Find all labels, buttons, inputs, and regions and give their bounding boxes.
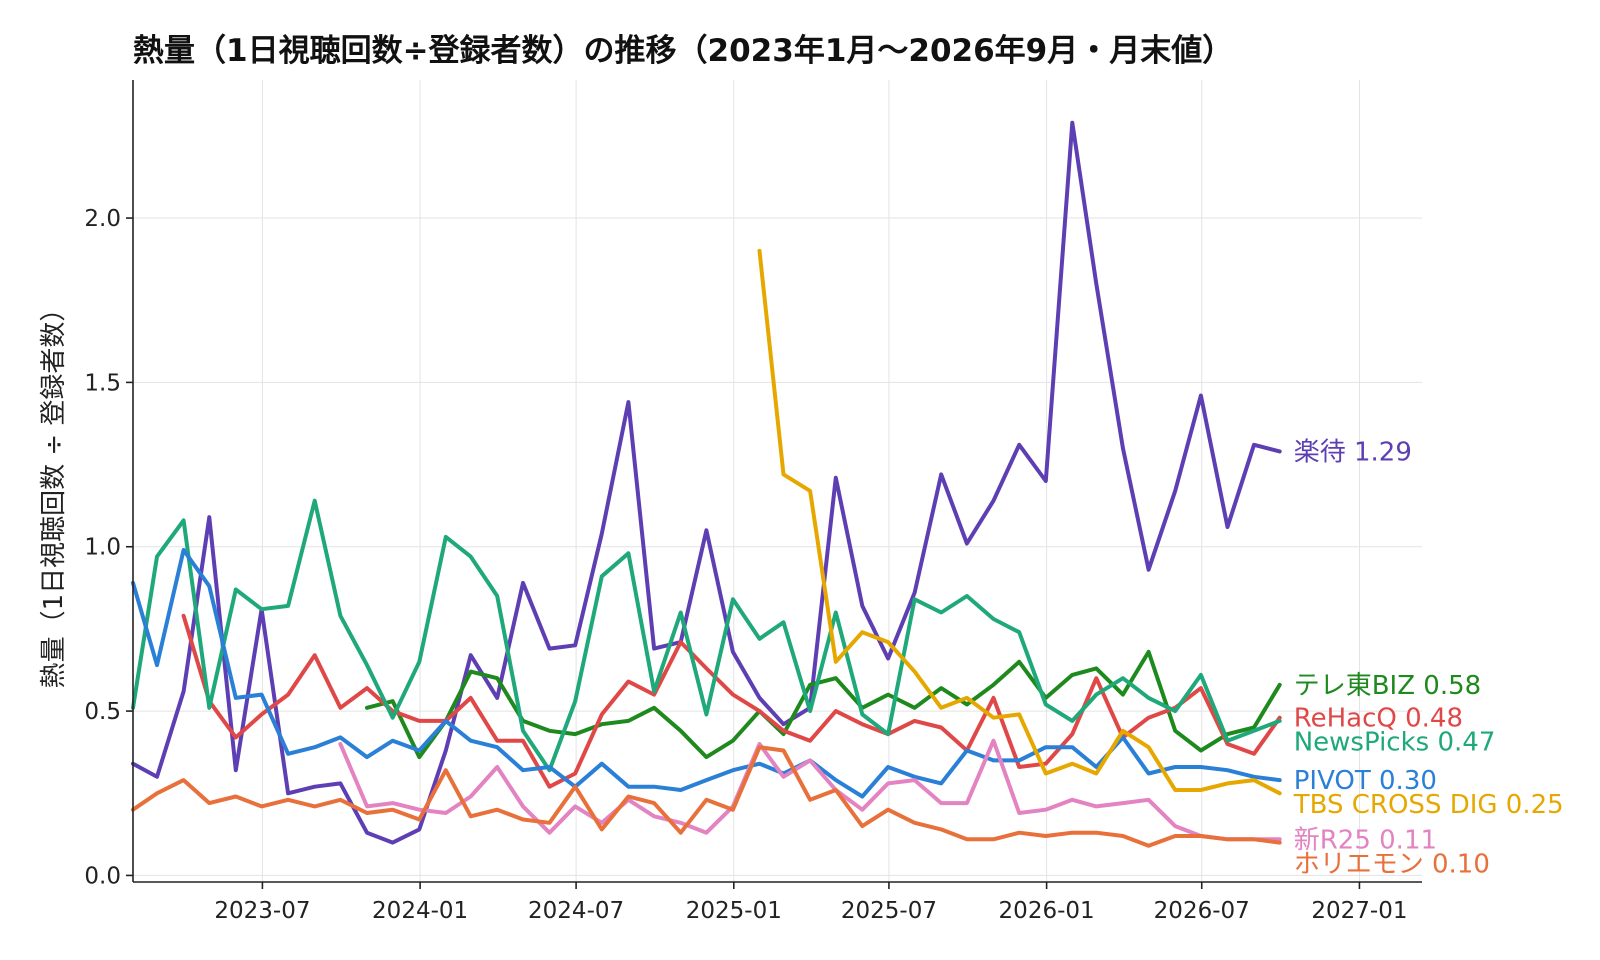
- series-line-4: [131, 548, 1282, 799]
- y-tick-label-1: 0.5: [84, 699, 121, 725]
- x-tick-label-1: 2024-01: [372, 898, 468, 924]
- series-end-label-2: ReHacQ 0.48: [1294, 704, 1463, 734]
- x-tick-label-7: 2027-01: [1311, 898, 1407, 924]
- series-line-7: [131, 745, 1282, 848]
- x-tick-labels: 2023-07 2024-01 2024-07 2025-01 2025-07 2026-…: [214, 882, 1407, 924]
- x-tick-label-0: 2023-07: [214, 898, 310, 924]
- x-tick-label-3: 2025-01: [686, 898, 782, 924]
- series-end-label-1: テレ東BIZ 0.58: [1294, 671, 1481, 701]
- chart-title: 熱量（1日視聴回数÷登録者数）の推移（2023年1月～2026年9月・月末値）: [133, 33, 1233, 69]
- x-tick-label-2: 2024-07: [528, 898, 624, 924]
- series-lines: [131, 120, 1282, 848]
- series-end-label-3: NewsPicks 0.47: [1294, 728, 1496, 758]
- axes: [132, 80, 1422, 883]
- series-line-6: [338, 738, 1282, 842]
- x-tick-label-5: 2026-01: [999, 898, 1095, 924]
- series-end-label-5: TBS CROSS DIG 0.25: [1293, 790, 1564, 820]
- series-line-5: [757, 248, 1282, 796]
- y-tick-labels: 0.0 0.5 1.0 1.5 2.0: [84, 206, 133, 889]
- y-axis-label: 熱量（1日視聴回数 ÷ 登録者数）: [39, 296, 69, 689]
- x-tick-label-4: 2025-07: [841, 898, 937, 924]
- y-tick-label-3: 1.5: [84, 370, 121, 396]
- series-end-label-6: 新R25 0.11: [1294, 825, 1437, 855]
- series-end-label-0: 楽待 1.29: [1294, 437, 1412, 467]
- series-end-label-7: ホリエモン 0.10: [1294, 849, 1490, 879]
- series-line-3: [131, 498, 1282, 773]
- grid-lines: [133, 80, 1422, 882]
- y-tick-label-0: 0.0: [84, 863, 121, 889]
- x-tick-label-6: 2026-07: [1154, 898, 1250, 924]
- y-tick-label-4: 2.0: [84, 206, 121, 232]
- series-line-0: [131, 120, 1282, 845]
- y-tick-label-2: 1.0: [84, 535, 121, 561]
- series-end-label-4: PIVOT 0.30: [1294, 766, 1437, 796]
- series-line-2: [181, 613, 1282, 789]
